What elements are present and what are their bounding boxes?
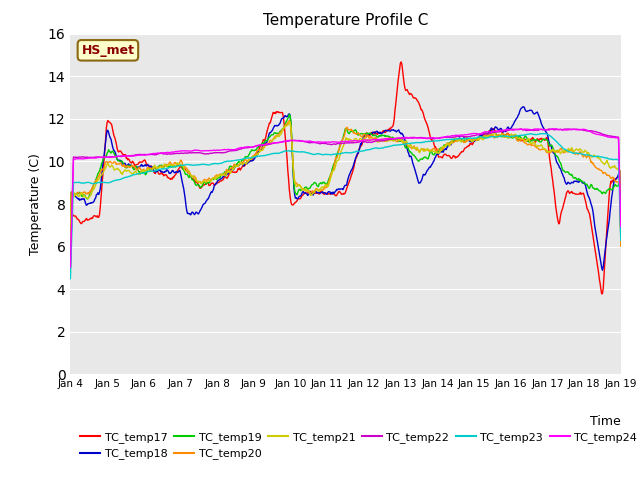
TC_temp18 (67, 252, 74, 258)
TC_temp18 (617, 236, 625, 242)
TC_temp23 (413, 140, 420, 145)
TC_temp20 (77, 191, 84, 197)
TC_temp19 (218, 171, 226, 177)
TC_temp21 (286, 119, 294, 124)
TC_temp23 (67, 276, 74, 281)
TC_temp20 (429, 146, 437, 152)
TC_temp18 (133, 164, 141, 170)
Y-axis label: Temperature (C): Temperature (C) (29, 153, 42, 255)
TC_temp23 (429, 138, 436, 144)
TC_temp20 (67, 252, 74, 257)
TC_temp23 (617, 238, 625, 243)
TC_temp17 (67, 265, 74, 271)
TC_temp22 (545, 126, 553, 132)
TC_temp22 (67, 263, 74, 269)
TC_temp17 (133, 162, 141, 168)
TC_temp19 (189, 177, 196, 182)
TC_temp19 (67, 250, 74, 255)
TC_temp23 (189, 162, 196, 168)
TC_temp21 (218, 172, 226, 178)
Title: Temperature Profile C: Temperature Profile C (263, 13, 428, 28)
TC_temp17 (617, 240, 625, 246)
TC_temp23 (538, 131, 546, 136)
TC_temp19 (617, 242, 625, 248)
Text: Time: Time (590, 415, 621, 428)
TC_temp21 (77, 192, 84, 197)
TC_temp23 (77, 180, 84, 186)
TC_temp24 (77, 156, 84, 162)
TC_temp18 (77, 196, 84, 202)
TC_temp22 (218, 150, 226, 156)
Legend: TC_temp17, TC_temp18, TC_temp19, TC_temp20, TC_temp21, TC_temp22, TC_temp23, TC_: TC_temp17, TC_temp18, TC_temp19, TC_temp… (76, 428, 640, 464)
TC_temp21 (413, 144, 421, 150)
TC_temp21 (429, 148, 437, 154)
TC_temp19 (77, 191, 84, 196)
TC_temp21 (133, 170, 141, 176)
Line: TC_temp18: TC_temp18 (70, 107, 621, 270)
TC_temp17 (77, 220, 84, 226)
TC_temp23 (218, 160, 226, 166)
TC_temp18 (413, 172, 420, 178)
TC_temp22 (189, 150, 196, 156)
TC_temp21 (617, 236, 625, 242)
TC_temp17 (429, 138, 437, 144)
TC_temp22 (133, 152, 141, 157)
TC_temp24 (218, 147, 226, 153)
TC_temp21 (67, 254, 74, 260)
TC_temp24 (549, 126, 557, 132)
TC_temp17 (189, 176, 196, 181)
TC_temp20 (218, 171, 226, 177)
TC_temp20 (133, 167, 141, 173)
Line: TC_temp20: TC_temp20 (70, 120, 621, 254)
TC_temp22 (617, 223, 625, 229)
TC_temp20 (189, 174, 196, 180)
TC_temp24 (133, 153, 141, 158)
TC_temp19 (429, 152, 437, 157)
TC_temp17 (598, 291, 605, 297)
TC_temp24 (617, 224, 625, 229)
Line: TC_temp17: TC_temp17 (70, 62, 621, 294)
Line: TC_temp24: TC_temp24 (70, 129, 621, 267)
TC_temp19 (133, 165, 141, 170)
TC_temp17 (218, 178, 226, 183)
TC_temp24 (189, 148, 196, 154)
TC_temp22 (77, 154, 84, 160)
TC_temp17 (413, 98, 421, 104)
TC_temp24 (67, 264, 74, 270)
Line: TC_temp19: TC_temp19 (70, 114, 621, 252)
TC_temp20 (617, 243, 625, 249)
TC_temp18 (429, 161, 436, 167)
TC_temp23 (133, 171, 141, 177)
Text: HS_met: HS_met (81, 44, 134, 57)
TC_temp18 (189, 209, 196, 215)
TC_temp19 (285, 111, 293, 117)
TC_temp18 (218, 175, 226, 181)
TC_temp22 (413, 135, 420, 141)
TC_temp22 (429, 135, 436, 141)
TC_temp17 (397, 59, 405, 65)
TC_temp18 (598, 267, 606, 273)
TC_temp21 (189, 173, 196, 179)
TC_temp24 (429, 135, 436, 141)
Line: TC_temp21: TC_temp21 (70, 121, 621, 257)
TC_temp24 (413, 135, 420, 141)
TC_temp20 (413, 146, 421, 152)
TC_temp19 (413, 157, 421, 163)
Line: TC_temp22: TC_temp22 (70, 129, 621, 266)
TC_temp20 (285, 118, 293, 123)
TC_temp18 (520, 104, 527, 109)
Line: TC_temp23: TC_temp23 (70, 133, 621, 278)
